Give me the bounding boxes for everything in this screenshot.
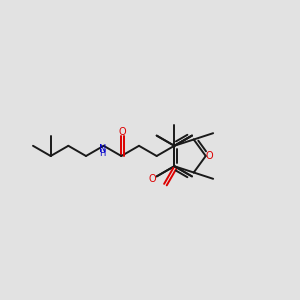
Text: N: N <box>99 144 106 154</box>
Text: O: O <box>206 151 213 161</box>
Text: O: O <box>119 127 126 137</box>
Text: H: H <box>99 148 106 158</box>
Text: O: O <box>149 174 157 184</box>
